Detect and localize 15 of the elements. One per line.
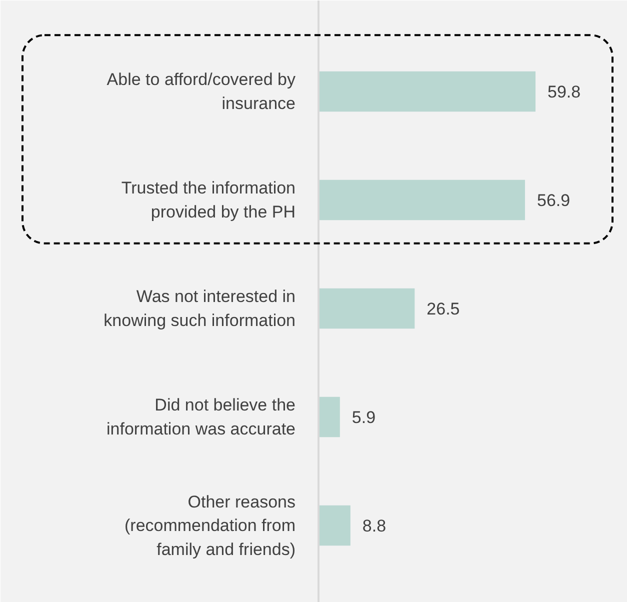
data-label: 8.8 [362,516,386,536]
data-label: 59.8 [548,82,581,102]
bar [318,505,350,546]
y-tick-label: Trusted the information provided by the PH [121,178,296,222]
y-tick-label: Did not believe the information was accurate [106,396,296,438]
bar [318,180,525,220]
y-tick-label: Other reasons (recommendation from family and friends) [124,492,296,559]
y-tick-label: Able to afford/covered by insurance [106,70,296,113]
data-label: 56.9 [536,191,570,210]
bar [318,288,415,329]
data-label: 26.5 [426,300,460,318]
bar [318,396,340,438]
y-tick-label: Was not interested in knowing such information [104,287,296,330]
data-label: 5.9 [352,408,376,427]
bar [318,71,536,112]
